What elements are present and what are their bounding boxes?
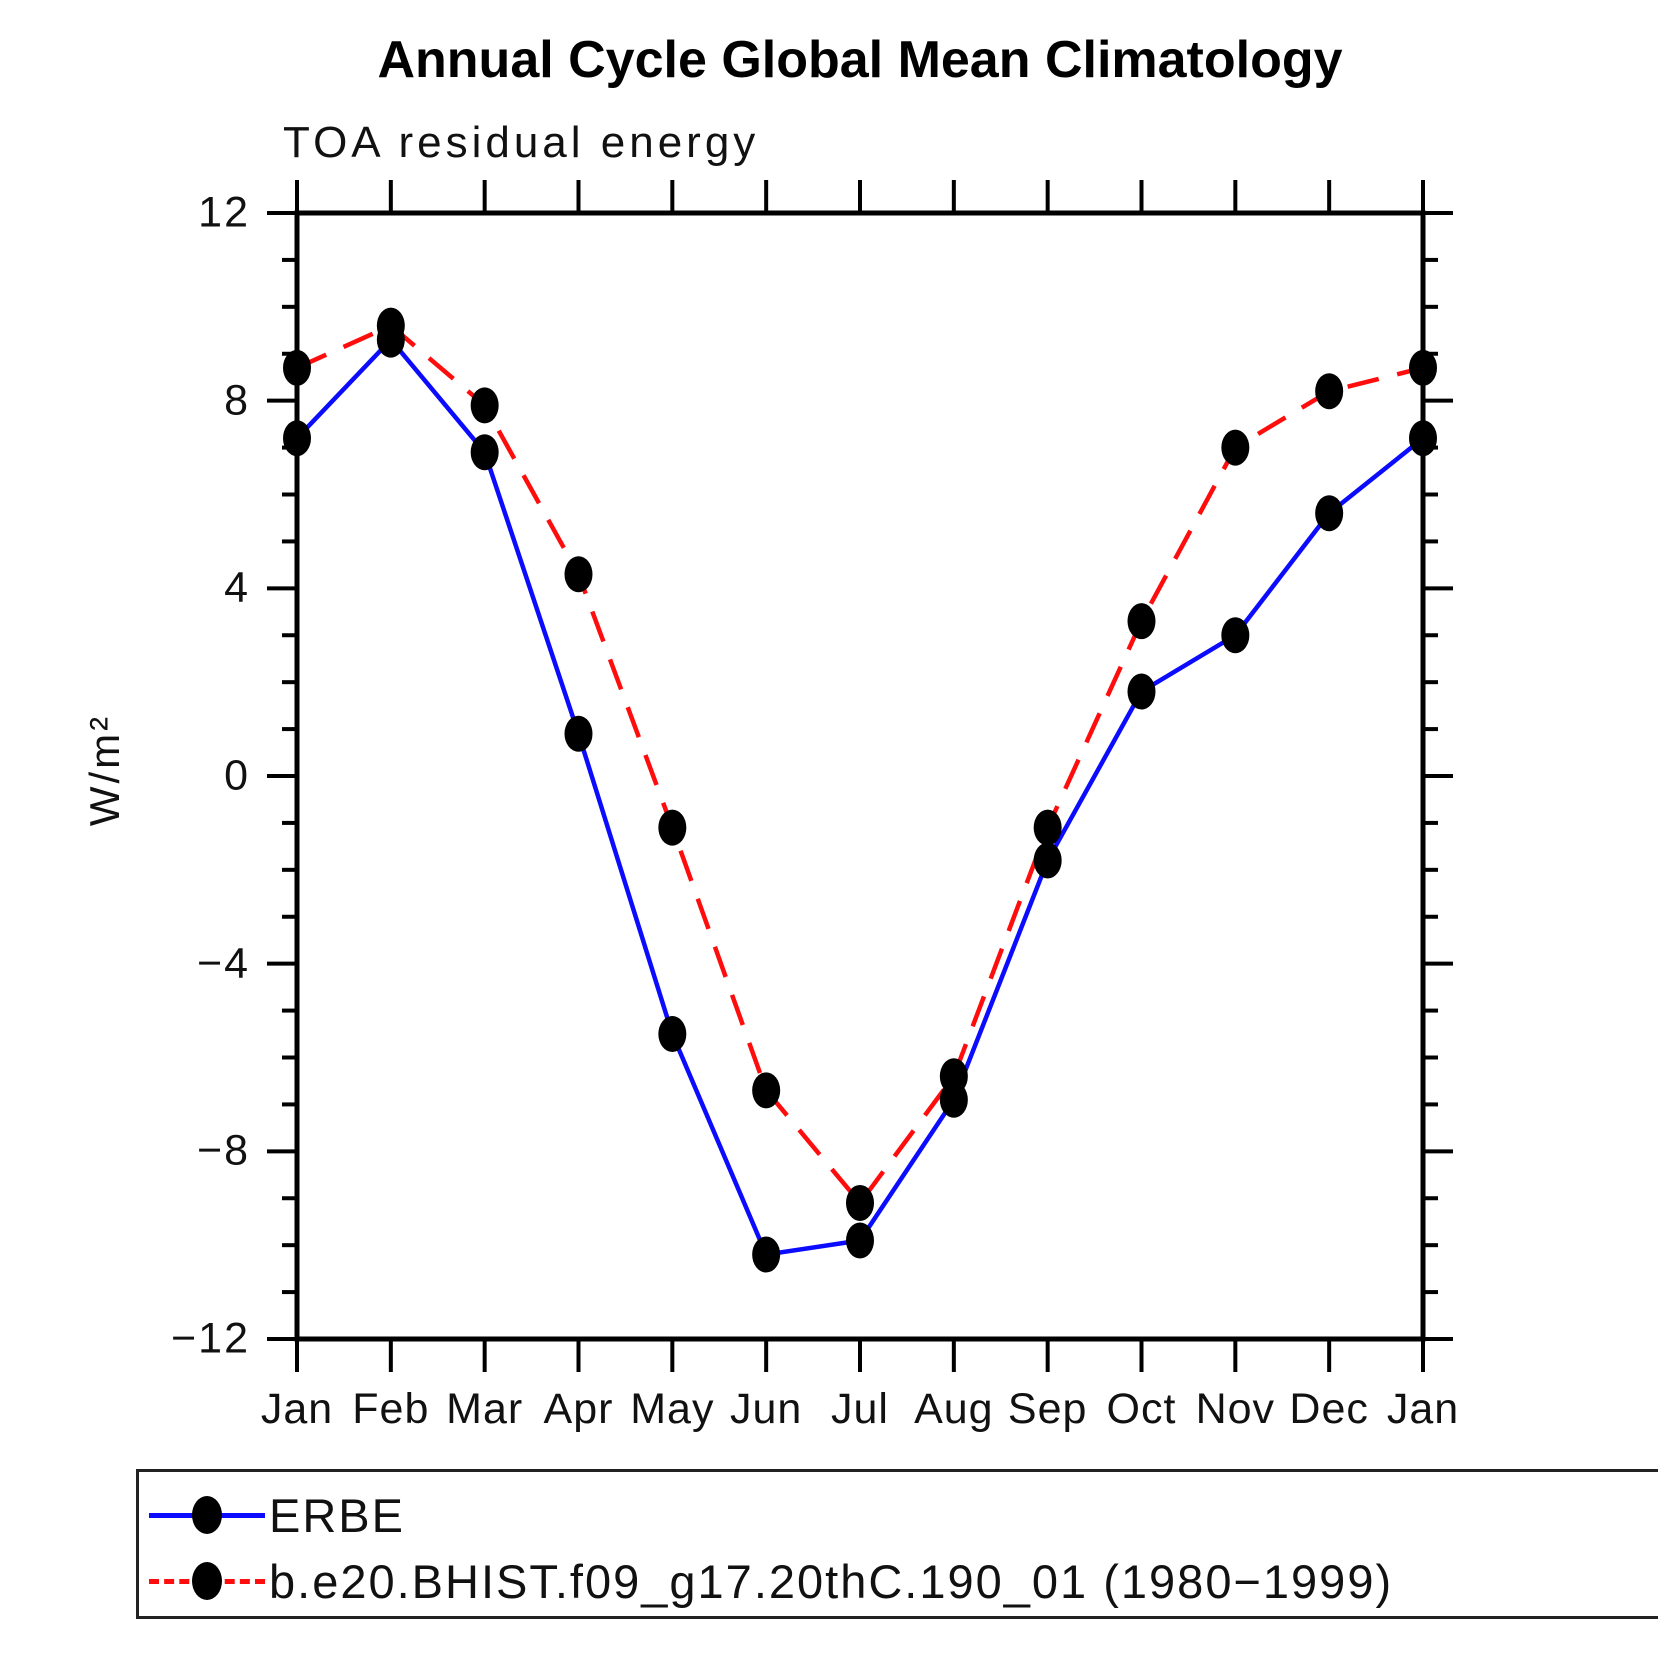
data-point-marker <box>1315 495 1344 532</box>
data-point-marker <box>846 1184 874 1221</box>
data-point-marker <box>283 349 311 386</box>
x-tick-label: Feb <box>352 1385 430 1433</box>
data-point-marker <box>1127 673 1156 710</box>
x-tick-label: Jun <box>729 1385 803 1433</box>
y-tick-label: −8 <box>196 1126 250 1175</box>
data-point-marker <box>1221 429 1250 466</box>
x-tick-label: Mar <box>446 1385 524 1433</box>
y-tick-label: −4 <box>196 939 250 988</box>
data-point-marker <box>658 1016 687 1053</box>
x-tick-label: Oct <box>1106 1385 1177 1433</box>
data-point-marker <box>1221 617 1250 654</box>
plot-frame <box>294 210 1426 1342</box>
x-tick-label: Sep <box>1007 1385 1088 1433</box>
data-point-marker <box>752 1072 781 1109</box>
y-tick-label: 12 <box>198 188 250 237</box>
marker-dot-icon <box>192 1496 222 1534</box>
data-point-marker <box>658 809 687 846</box>
data-point-marker <box>939 1058 968 1095</box>
chart-subtitle: TOA residual energy <box>283 118 760 167</box>
x-tick-label: Jul <box>831 1385 889 1433</box>
series-line-model <box>296 323 1424 1206</box>
data-point-marker <box>283 420 311 457</box>
legend-label: b.e20.BHIST.f09_g17.20thC.190_01 (1980−1… <box>269 1554 1394 1608</box>
legend-box: ERBE b.e20.BHIST.f09_g17.20thC.190_01 (1… <box>136 1469 1658 1619</box>
x-tick-label: Jan <box>260 1385 334 1433</box>
data-point-marker <box>564 715 593 752</box>
y-tick-label: −12 <box>171 1314 250 1363</box>
x-tick-label: Dec <box>1289 1385 1369 1433</box>
data-point-marker <box>1033 809 1062 846</box>
x-tick-label: Jan <box>1386 1385 1460 1433</box>
data-point-marker <box>376 307 405 344</box>
y-tick-label: 4 <box>224 563 250 612</box>
data-point-marker <box>1315 373 1344 410</box>
x-tick-label: Nov <box>1195 1385 1276 1433</box>
y-tick-label: 0 <box>224 751 250 800</box>
data-point-marker <box>1127 603 1156 640</box>
x-tick-label: May <box>630 1385 715 1433</box>
data-point-marker <box>752 1236 781 1273</box>
x-tick-label: Aug <box>914 1385 994 1433</box>
series-line-erbe <box>295 337 1425 1257</box>
data-point-marker <box>1033 842 1062 879</box>
data-point-marker <box>470 434 499 471</box>
page-title: Annual Cycle Global Mean Climatology <box>377 31 1343 89</box>
data-point-marker <box>1409 349 1437 386</box>
data-point-marker <box>1409 420 1437 457</box>
legend-label: ERBE <box>269 1488 405 1542</box>
data-point-marker <box>564 556 593 593</box>
data-point-marker <box>846 1222 874 1259</box>
marker-dot-icon <box>192 1562 222 1600</box>
data-point-marker <box>470 387 499 424</box>
x-tick-label: Apr <box>543 1385 614 1433</box>
y-tick-label: 8 <box>224 376 250 425</box>
